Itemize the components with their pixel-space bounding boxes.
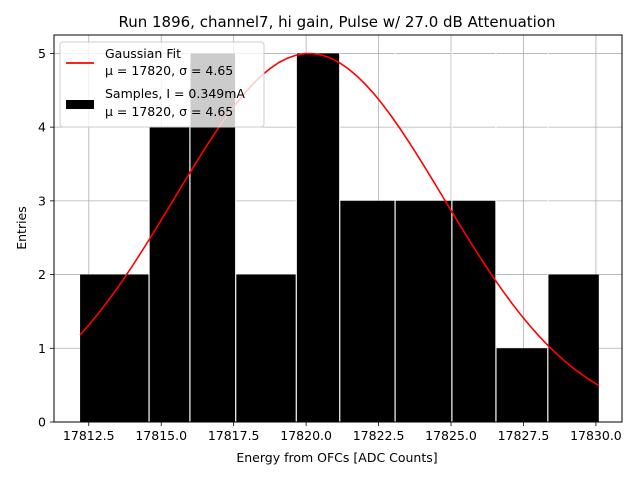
- y-tick-label-1: 1: [38, 341, 46, 356]
- x-tick-label-1: 17815.0: [135, 428, 187, 443]
- x-tick-label-4: 17822.5: [353, 428, 405, 443]
- x-axis: 17812.5 17815.0 17817.5 17820.0 17822.5 17825…: [63, 422, 622, 443]
- y-tick-label-0: 0: [38, 415, 46, 430]
- y-axis-label: Entries: [14, 206, 29, 250]
- chart-title: Run 1896, channel7, hi gain, Pulse w/ 27…: [118, 13, 555, 31]
- plot-frame: [53, 34, 623, 423]
- x-tick-label-2: 17817.5: [208, 428, 260, 443]
- x-tick-label-6: 17827.5: [498, 428, 550, 443]
- histogram-bar-8: [547, 274, 599, 422]
- histogram-bar-4: [296, 53, 340, 423]
- histogram-bars: [80, 49, 599, 423]
- histogram-bar-0: [80, 274, 150, 422]
- x-tick-label-0: 17812.5: [63, 428, 115, 443]
- histogram-bar-3: [235, 274, 297, 422]
- y-tick-label-5: 5: [38, 46, 46, 61]
- y-tick-label-4: 4: [38, 120, 46, 135]
- histogram-bar-6: [395, 200, 496, 422]
- x-tick-label-3: 17820.0: [280, 428, 332, 443]
- legend-fit-label: Gaussian Fit: [105, 46, 181, 61]
- x-tick-label-5: 17825.0: [425, 428, 477, 443]
- gaussian-fit: [79, 52, 600, 387]
- y-tick-label-2: 2: [38, 267, 46, 282]
- legend-fit-stats: μ = 17820, σ = 4.65: [105, 63, 233, 78]
- histogram-bar-1: [149, 127, 190, 423]
- x-axis-label: Energy from OFCs [ADC Counts]: [236, 450, 437, 465]
- histogram-bar-7: [495, 348, 548, 422]
- histogram-bar-5: [339, 200, 396, 422]
- legend-box: [59, 41, 265, 128]
- legend-samples-stats: μ = 17820, σ = 4.65: [105, 104, 233, 119]
- legend-samples-swatch: [66, 100, 94, 109]
- gaussian-fit-line: [79, 52, 600, 387]
- legend: Gaussian Fit μ = 17820, σ = 4.65 Samples…: [59, 41, 265, 128]
- y-tick-label-3: 3: [38, 193, 46, 208]
- y-axis: 0 1 2 3 4 5: [38, 46, 54, 430]
- x-tick-label-7: 17830.0: [570, 428, 622, 443]
- legend-samples-label: Samples, I = 0.349mA: [105, 86, 245, 101]
